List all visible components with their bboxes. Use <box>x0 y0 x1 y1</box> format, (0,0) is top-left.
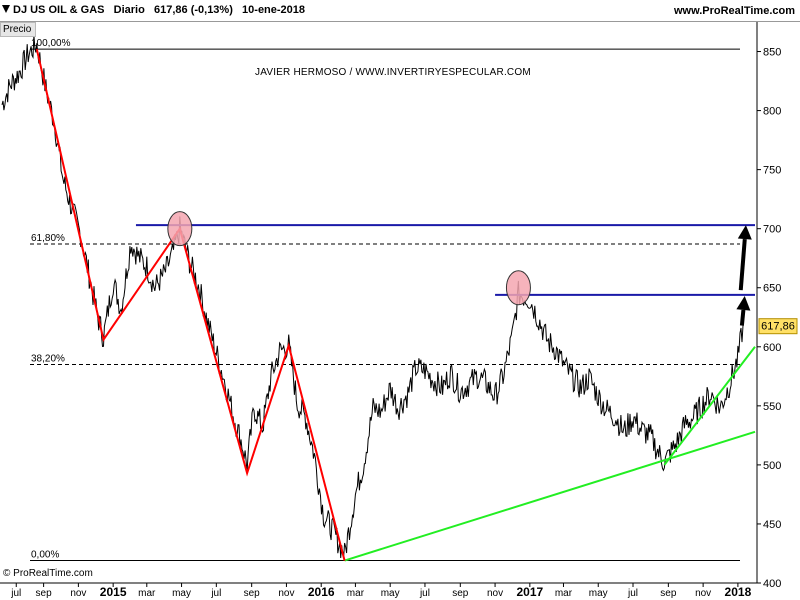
y-tick-label: 600 <box>763 342 781 354</box>
x-tick-label: may <box>589 588 608 599</box>
x-tick-label: mar <box>555 588 573 599</box>
y-tick-label: 750 <box>763 165 781 177</box>
y-tick-label: 800 <box>763 106 781 118</box>
fib-label: 0,00% <box>31 550 59 561</box>
fib-label: 61,80% <box>31 233 65 244</box>
x-tick-label: jul <box>627 588 638 599</box>
chart-header: DJ US OIL & GAS Diario 617,86 (-0,13%) 1… <box>0 0 800 22</box>
y-tick-label: 500 <box>763 460 781 472</box>
drawn-lines <box>35 48 756 562</box>
x-tick-label: sep <box>660 588 677 599</box>
arrow-shaft <box>739 309 746 326</box>
y-tick-label: 400 <box>763 578 781 590</box>
last-price-label: 617,86 <box>761 321 795 333</box>
zigzag-line <box>35 48 346 561</box>
y-tick-label: 850 <box>763 47 781 59</box>
x-tick-label: sep <box>244 588 261 599</box>
x-tick-label: 2015 <box>100 585 127 599</box>
arrow-head <box>737 225 752 240</box>
axes: 850 800 750 700 650 600 550 500 450 400 jul sep nov 2… <box>0 21 800 599</box>
x-tick-label: 2016 <box>308 585 335 599</box>
x-tick-label: may <box>172 588 191 599</box>
price-line <box>1 34 744 559</box>
x-tick-label: nov <box>278 588 294 599</box>
y-tick-label: 700 <box>763 224 781 236</box>
y-tick-label: 450 <box>763 519 781 531</box>
fibonacci-levels: 100,00% 61,80% 38,20% 0,00% <box>30 38 740 562</box>
x-tick-label: mar <box>347 588 365 599</box>
y-tick-label: 650 <box>763 283 781 295</box>
x-tick-label: may <box>381 588 400 599</box>
x-tick-label: nov <box>695 588 711 599</box>
x-tick-label: jul <box>210 588 221 599</box>
collapse-triangle-icon[interactable] <box>2 5 10 14</box>
instrument-title: DJ US OIL & GAS Diario 617,86 (-0,13%) 1… <box>13 4 306 16</box>
x-tick-label: 2017 <box>516 585 543 599</box>
highlight-circle <box>167 211 193 247</box>
x-tick-label: jul <box>10 588 21 599</box>
copyright-credit: © ProRealTime.com <box>3 568 93 579</box>
price-series <box>1 34 744 559</box>
x-tick-label: mar <box>138 588 156 599</box>
arrow-shaft <box>738 238 747 291</box>
arrow-head <box>736 296 751 311</box>
fib-label: 38,20% <box>31 354 65 365</box>
trend-line <box>344 430 756 562</box>
site-url[interactable]: www.ProRealTime.com <box>673 5 795 17</box>
x-tick-label: nov <box>70 588 86 599</box>
price-panel-tab[interactable]: Precio <box>0 22 36 37</box>
fib-label: 100,00% <box>31 38 71 49</box>
x-tick-label: sep <box>36 588 53 599</box>
last-price-badge <box>758 318 798 335</box>
author-watermark: JAVIER HERMOSO / WWW.INVERTIRYESPECULAR.… <box>255 67 531 78</box>
x-tick-label: nov <box>487 588 503 599</box>
x-tick-label: 2018 <box>725 585 752 599</box>
highlight-circle <box>505 270 531 306</box>
trend-line <box>663 346 756 466</box>
x-tick-label: jul <box>419 588 430 599</box>
x-tick-label: sep <box>452 588 469 599</box>
y-tick-label: 550 <box>763 401 781 413</box>
